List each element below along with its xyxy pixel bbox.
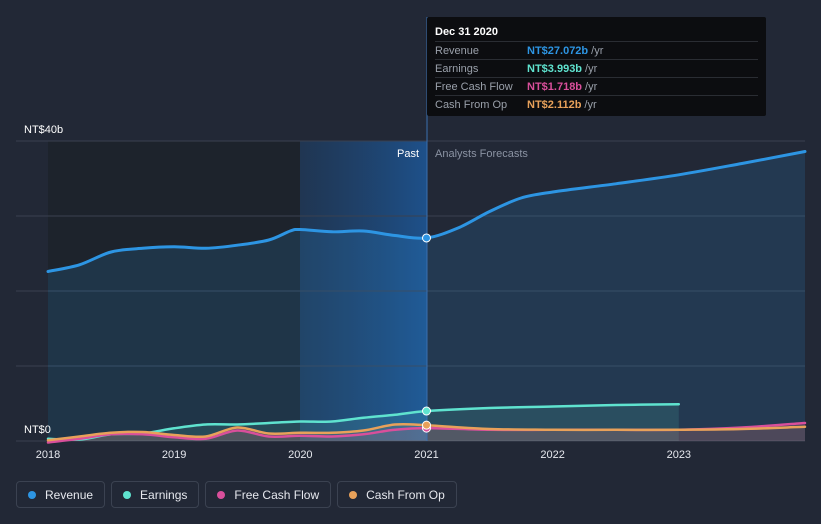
tooltip-row-value: NT$3.993b bbox=[527, 62, 583, 75]
tooltip-row-value: NT$2.112b bbox=[527, 98, 582, 111]
legend-dot-icon bbox=[217, 490, 226, 499]
tooltip-row-name: Cash From Op bbox=[435, 98, 508, 111]
revenue-marker[interactable] bbox=[422, 233, 431, 243]
cash-from-op-marker[interactable] bbox=[422, 420, 431, 430]
tooltip-row-value: NT$27.072b bbox=[527, 44, 589, 57]
tooltip-row-name: Earnings bbox=[435, 62, 479, 75]
legend-dot-icon bbox=[349, 490, 358, 499]
x-tick-label: 2022 bbox=[540, 449, 564, 461]
tooltip-row-unit: /yr bbox=[585, 80, 598, 93]
legend-dot-icon bbox=[28, 490, 36, 499]
legend: Revenue Earnings Free Cash Flow Cash From O… bbox=[16, 481, 457, 508]
tooltip-row: Cash From Op NT$2.112b/yr bbox=[435, 95, 758, 113]
legend-label: Cash From Op bbox=[366, 487, 445, 502]
legend-dot-icon bbox=[123, 490, 132, 499]
tooltip-row-name: Revenue bbox=[435, 44, 480, 57]
tooltip-row: Revenue NT$27.072b/yr bbox=[435, 41, 758, 59]
x-tick-label: 2019 bbox=[162, 449, 186, 461]
x-tick-label: 2018 bbox=[36, 449, 60, 461]
tooltip-row: Earnings NT$3.993b/yr bbox=[435, 59, 758, 77]
tooltip-row-value: NT$1.718b bbox=[527, 80, 583, 93]
x-tick-label: 2021 bbox=[414, 449, 438, 461]
tooltip-row-name: Free Cash Flow bbox=[435, 80, 513, 93]
tooltip-date: Dec 31 2020 bbox=[435, 26, 498, 38]
legend-cash-from-op-button[interactable]: Cash From Op bbox=[337, 481, 457, 508]
tooltip-row-unit: /yr bbox=[591, 44, 604, 57]
x-tick-label: 2020 bbox=[288, 449, 312, 461]
y-axis-bottom-label: NT$0 bbox=[24, 424, 51, 436]
legend-label: Free Cash Flow bbox=[234, 487, 320, 502]
forecast-label: Analysts Forecasts bbox=[435, 148, 528, 160]
legend-label: Earnings bbox=[140, 487, 188, 502]
cash-from-op-line[interactable] bbox=[46, 422, 807, 442]
y-axis-top-label: NT$40b bbox=[24, 124, 63, 136]
legend-revenue-button[interactable]: Revenue bbox=[16, 481, 106, 508]
x-tick-label: 2023 bbox=[667, 449, 691, 461]
legend-free-cash-flow-button[interactable]: Free Cash Flow bbox=[205, 481, 332, 508]
legend-label: Revenue bbox=[45, 487, 94, 502]
legend-earnings-button[interactable]: Earnings bbox=[111, 481, 200, 508]
past-label: Past bbox=[397, 148, 419, 160]
tooltip: Dec 31 2020 Revenue NT$27.072b/yr Earnings… bbox=[427, 17, 766, 116]
tooltip-row: Free Cash Flow NT$1.718b/yr bbox=[435, 77, 758, 95]
earnings-area bbox=[48, 404, 679, 441]
tooltip-row-unit: /yr bbox=[584, 98, 597, 111]
revenue-line[interactable] bbox=[46, 150, 807, 273]
tooltip-row-unit: /yr bbox=[585, 62, 598, 75]
earnings-marker[interactable] bbox=[422, 406, 431, 416]
